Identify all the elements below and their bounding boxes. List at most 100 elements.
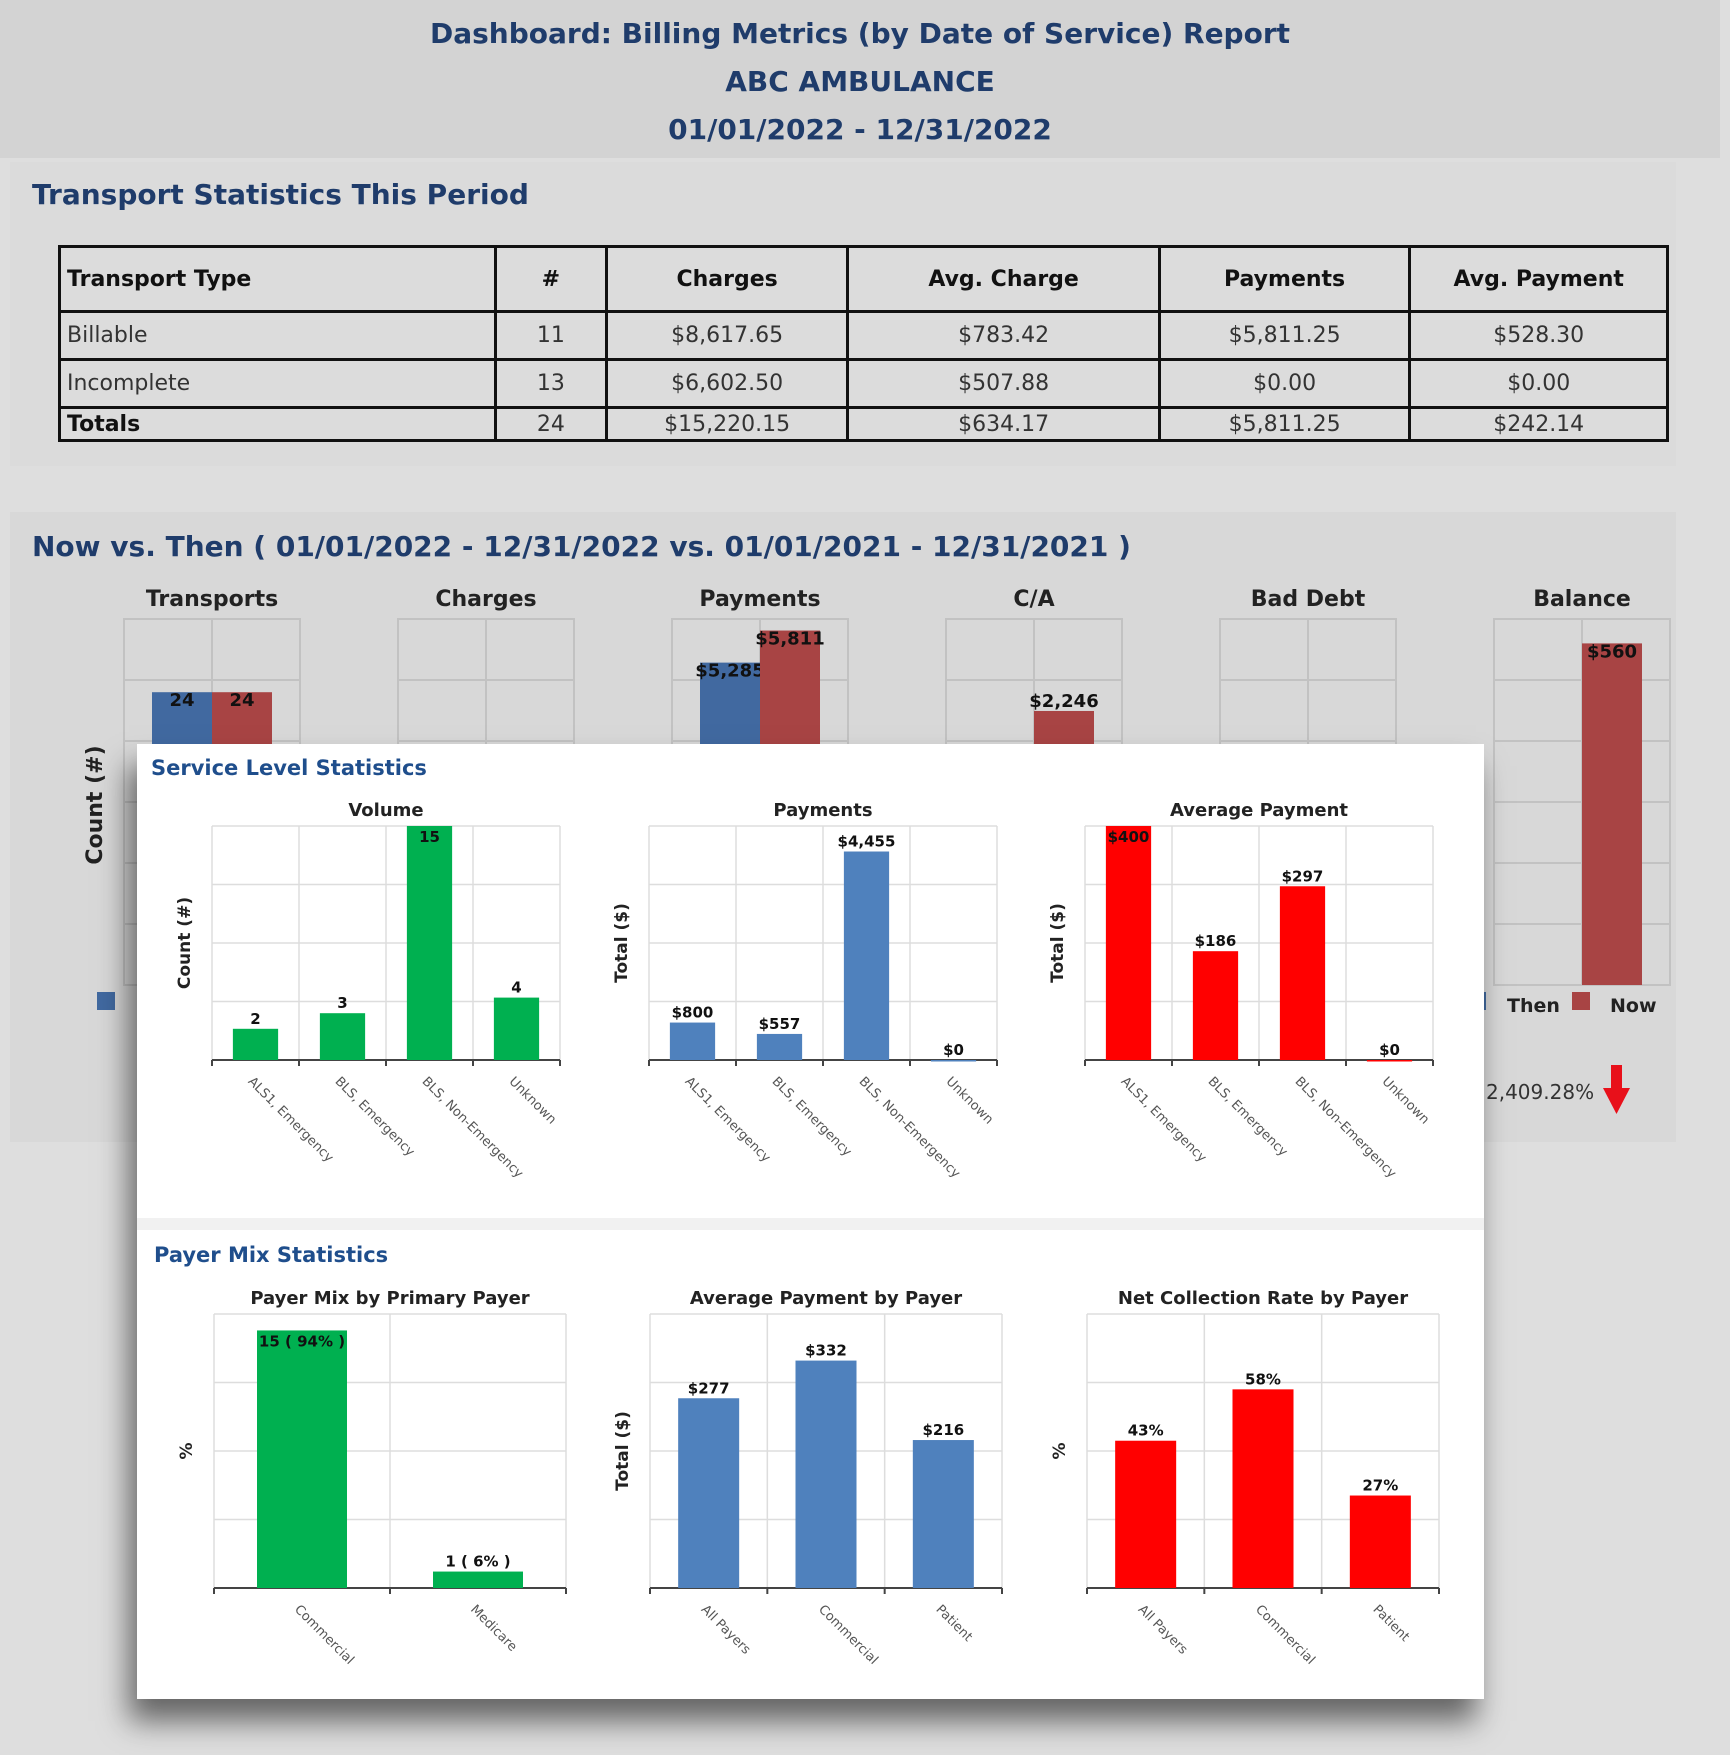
bar <box>912 1440 974 1588</box>
x-tick-label: BLS, Emergency <box>332 1074 418 1160</box>
data-label: $277 <box>688 1379 730 1397</box>
panel-divider <box>137 1218 1484 1230</box>
report-header: Dashboard: Billing Metrics (by Date of S… <box>0 0 1720 158</box>
data-label: $557 <box>759 1015 801 1033</box>
service-level-title: Service Level Statistics <box>151 756 427 780</box>
data-label: $800 <box>672 1004 714 1022</box>
data-label: $5,811 <box>755 629 824 650</box>
change-percent: 2,409.28% <box>1486 1080 1594 1104</box>
legend-then-swatch-left <box>97 992 115 1010</box>
chart-title: Payments <box>699 587 820 612</box>
transport-statistics-section: Transport Statistics This Period Transpo… <box>10 162 1676 466</box>
x-tick-label: Commercial <box>1252 1602 1318 1668</box>
y-axis-label: Total ($) <box>612 903 632 983</box>
chart-title: Balance <box>1533 587 1631 612</box>
data-label: 15 ( 94% ) <box>259 1332 345 1350</box>
y-axis-label: Total ($) <box>613 1411 633 1491</box>
data-label: $560 <box>1587 641 1637 662</box>
bar <box>493 997 540 1060</box>
x-tick-label: ALS1, Emergency <box>1118 1074 1210 1166</box>
x-tick-label: Unknown <box>1379 1074 1432 1127</box>
company-name: ABC AMBULANCE <box>725 65 995 98</box>
x-tick-label: ALS1, Emergency <box>245 1074 337 1166</box>
x-tick-label: BLS, Non-Emergency <box>1292 1074 1399 1181</box>
x-tick-label: BLS, Non-Emergency <box>856 1074 963 1181</box>
table-cell: Totals <box>57 406 498 442</box>
table-cell: $528.30 <box>1408 310 1669 361</box>
chart-title: Bad Debt <box>1251 587 1366 612</box>
bar <box>406 826 453 1060</box>
y-axis-label: % <box>177 1442 197 1459</box>
data-label: 3 <box>337 994 347 1012</box>
data-label: $0 <box>1379 1041 1400 1059</box>
x-tick-label: Patient <box>933 1602 976 1645</box>
data-label: $5,285 <box>695 661 764 682</box>
column-header: # <box>494 245 608 313</box>
column-header: Payments <box>1157 245 1412 313</box>
transport-statistics-table: Transport Type # Charges Avg. Charge Pay… <box>57 245 1669 442</box>
data-label: $0 <box>943 1041 964 1059</box>
bar <box>1192 951 1239 1060</box>
y-axis-label: Count (#) <box>175 897 195 989</box>
data-label: $186 <box>1195 932 1237 950</box>
chart-title: Charges <box>435 587 536 612</box>
data-label: $216 <box>922 1421 964 1439</box>
chart-avg_payment: Average Payment Total ($) $400 ALS1, Emerge… <box>1048 800 1434 1182</box>
chart-title: Payer Mix by Primary Payer <box>250 1288 529 1309</box>
x-tick-label: Patient <box>1370 1602 1413 1645</box>
data-label: $400 <box>1108 828 1150 846</box>
chart-ncr_payer: Net Collection Rate by Payer% 43% All Paye… <box>1050 1288 1440 1668</box>
table-cell: Billable <box>57 310 498 361</box>
bar <box>795 1360 857 1588</box>
table-cell: $5,811.25 <box>1157 406 1412 442</box>
bar <box>1105 826 1152 1060</box>
table-cell: 11 <box>494 310 608 361</box>
chart-title: Average Payment <box>1170 800 1348 821</box>
bar <box>1366 1060 1413 1062</box>
table-cell: $0.00 <box>1157 358 1412 409</box>
bar <box>678 1398 740 1588</box>
table-header-row: Transport Type # Charges Avg. Charge Pay… <box>57 245 1669 313</box>
report-period: 01/01/2022 - 12/31/2022 <box>668 113 1052 146</box>
data-label: $297 <box>1282 867 1324 885</box>
nvt-ylabel: Count (#) <box>83 745 108 864</box>
y-axis-label: % <box>1050 1442 1070 1459</box>
chart-title: Net Collection Rate by Payer <box>1118 1288 1408 1309</box>
table-cell: $0.00 <box>1408 358 1669 409</box>
column-header: Avg. Charge <box>846 245 1161 313</box>
bar-now <box>1582 643 1642 985</box>
data-label: 43% <box>1128 1422 1164 1440</box>
table-cell: $15,220.15 <box>604 406 850 442</box>
chart-balance: Balance $560 <box>1493 587 1671 986</box>
table-cell: $5,811.25 <box>1157 310 1412 361</box>
x-tick-label: Medicare <box>467 1602 520 1655</box>
statistics-panel: Service Level Statistics Payer Mix Stati… <box>137 744 1484 1699</box>
legend-now-swatch <box>1572 992 1590 1010</box>
bar <box>1349 1495 1411 1588</box>
table-cell: $783.42 <box>846 310 1161 361</box>
column-header: Charges <box>604 245 850 313</box>
data-label: 4 <box>511 979 521 997</box>
bar <box>843 851 890 1060</box>
report-title: Dashboard: Billing Metrics (by Date of S… <box>429 17 1291 50</box>
legend-now-label: Now <box>1610 995 1657 1017</box>
legend-then-label: Then <box>1507 995 1560 1017</box>
x-tick-label: All Payers <box>698 1602 754 1658</box>
chart-title: Average Payment by Payer <box>690 1288 962 1309</box>
data-label: $2,246 <box>1029 691 1098 712</box>
bar <box>930 1060 977 1062</box>
chart-title: Volume <box>348 800 423 821</box>
data-label: 15 <box>419 828 440 846</box>
x-tick-label: BLS, Emergency <box>769 1074 855 1160</box>
bar <box>257 1330 347 1588</box>
data-label: 2 <box>250 1010 260 1028</box>
table-cell: Incomplete <box>57 358 498 409</box>
chart-title: Transports <box>146 587 278 612</box>
bar <box>1115 1440 1177 1588</box>
y-axis-label: Total ($) <box>1048 903 1068 983</box>
column-header: Avg. Payment <box>1408 245 1669 313</box>
column-header: Transport Type <box>57 245 498 313</box>
table-row: Billable 11 $8,617.65 $783.42 $5,811.25 … <box>57 310 1669 361</box>
down-arrow-icon <box>1603 1065 1630 1114</box>
data-label: 27% <box>1362 1477 1398 1495</box>
